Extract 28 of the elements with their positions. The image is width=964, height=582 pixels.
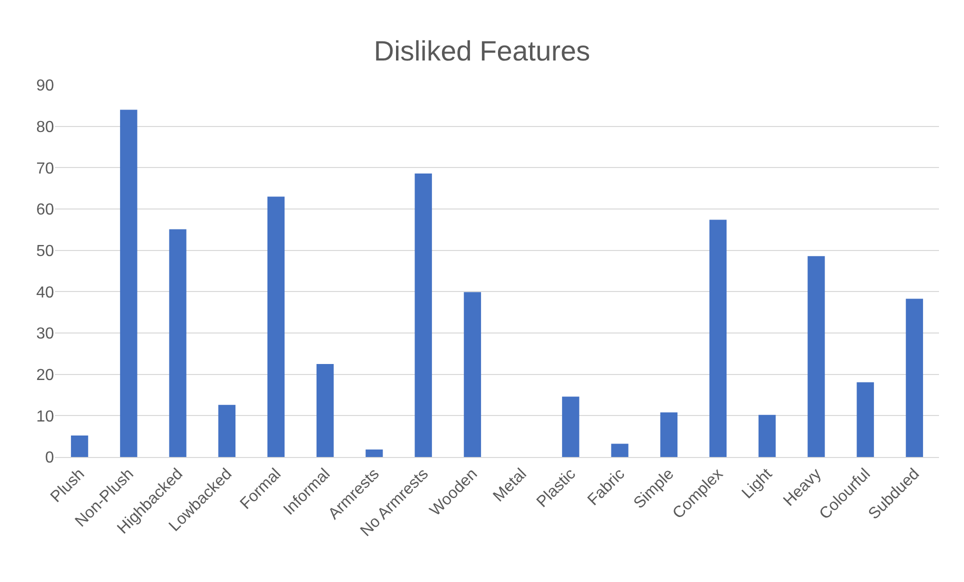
bar: [70, 436, 88, 457]
bar: [562, 396, 580, 457]
bar: [856, 382, 874, 457]
bar: [660, 412, 678, 457]
bar: [464, 292, 482, 457]
y-tick-label: 60: [36, 202, 54, 219]
bar: [316, 364, 334, 457]
y-tick-label: 0: [45, 450, 54, 467]
bar: [169, 229, 186, 457]
y-tick-label: 80: [36, 118, 54, 136]
chart-title: Disliked Features: [374, 35, 590, 66]
y-tick-label: 50: [36, 242, 54, 260]
y-tick-label: 90: [36, 78, 54, 95]
bar: [218, 404, 236, 457]
y-tick-label: 40: [36, 284, 54, 302]
y-tick-label: 30: [36, 326, 54, 343]
bar: [758, 414, 776, 457]
bar: [267, 196, 285, 457]
bar: [414, 173, 432, 457]
bar: [120, 110, 138, 457]
bar: [611, 444, 628, 457]
y-tick-label: 70: [36, 160, 54, 178]
y-tick-label: 20: [36, 366, 54, 384]
bar: [366, 450, 383, 457]
bar: [906, 298, 924, 457]
bar: [808, 256, 825, 457]
y-tick-label: 10: [36, 408, 54, 426]
bar: [709, 220, 727, 457]
